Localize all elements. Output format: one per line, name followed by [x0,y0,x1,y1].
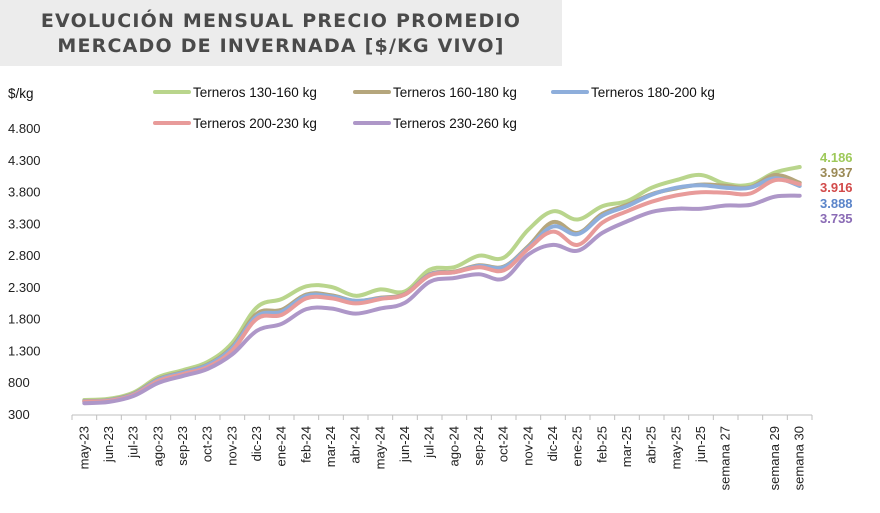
y-tick-label: 2.300 [8,280,41,295]
series-layer [82,165,802,406]
title-box: EVOLUCIÓN MENSUAL PRECIO PROMEDIO MERCAD… [0,0,562,66]
x-tick-label: oct-24 [496,426,511,462]
x-tick-label: may-23 [76,426,91,469]
y-tick-label: 3.800 [8,185,41,200]
x-axis: may-23 jun-23 jul-23 ago-23 sep-23 oct-23 nov-… [71,415,813,490]
x-tick-label: feb-25 [594,426,609,463]
legend-label: Terneros 180-200 kg [591,85,715,100]
y-tick-label: 2.800 [8,248,41,263]
x-tick-label: ago-23 [150,426,165,466]
x-tick-label: jul-23 [126,426,141,459]
x-tick-label: mar-25 [619,426,634,467]
y-tick-label: 3.300 [8,216,41,231]
x-tick-label: abr-24 [348,426,363,464]
x-tick-label: nov-24 [520,426,535,466]
x-tick-label: semana 27 [718,426,733,490]
x-tick-label: jun-25 [693,426,708,463]
series-line-1 [82,165,802,402]
end-value-label: 4.186 [820,150,853,165]
x-tick-label: may-25 [668,426,683,469]
x-tick-label: dic-23 [249,426,264,461]
legend-label: Terneros 160-180 kg [393,85,517,100]
chart-title-line-1: EVOLUCIÓN MENSUAL PRECIO PROMEDIO [40,10,522,32]
legend: Terneros 130-160 kg Terneros 160-180 kg Te… [153,85,715,131]
legend-label: Terneros 230-260 kg [393,116,517,131]
y-tick-label: 300 [8,407,30,422]
x-tick-label: mar-24 [323,426,338,467]
y-tick-label: 4.800 [8,121,41,136]
end-value-label: 3.937 [820,165,853,180]
y-axis-label: $/kg [8,86,34,101]
y-tick-label: 1.300 [8,343,41,358]
legend-label: Terneros 200-230 kg [193,116,317,131]
x-tick-label: sep-24 [471,426,486,466]
x-tick-label: ago-24 [446,426,461,466]
series-line-5 [82,193,802,406]
x-tick-label: ene-25 [570,426,585,466]
x-tick-label: feb-24 [298,426,313,463]
x-tick-label: abr-25 [644,426,659,464]
x-tick-label: sep-23 [175,426,190,466]
legend-label: Terneros 130-160 kg [193,85,317,100]
x-tick-label: jun-23 [101,426,116,463]
end-value-label: 3.888 [820,196,853,211]
x-tick-label: semana 30 [792,426,807,490]
end-value-label: 3.735 [820,211,853,226]
end-value-label: 3.916 [820,180,853,195]
y-axis: 300 800 1.300 1.800 2.300 2.800 3.300 3.800 4.30… [8,121,41,422]
x-tick-label: semana 29 [767,426,782,490]
y-tick-label: 800 [8,375,30,390]
x-tick-label: oct-23 [200,426,215,462]
x-tick-label: ene-24 [274,426,289,466]
x-tick-label: dic-24 [545,426,560,461]
x-tick-label: nov-23 [224,426,239,466]
x-tick-label: jul-24 [422,426,437,459]
y-tick-label: 4.300 [8,153,41,168]
x-tick-label: jun-24 [397,426,412,463]
y-tick-label: 1.800 [8,312,41,327]
x-tick-label: may-24 [372,426,387,469]
chart-title-line-2: MERCADO DE INVERNADA [$/KG VIVO] [57,35,505,57]
